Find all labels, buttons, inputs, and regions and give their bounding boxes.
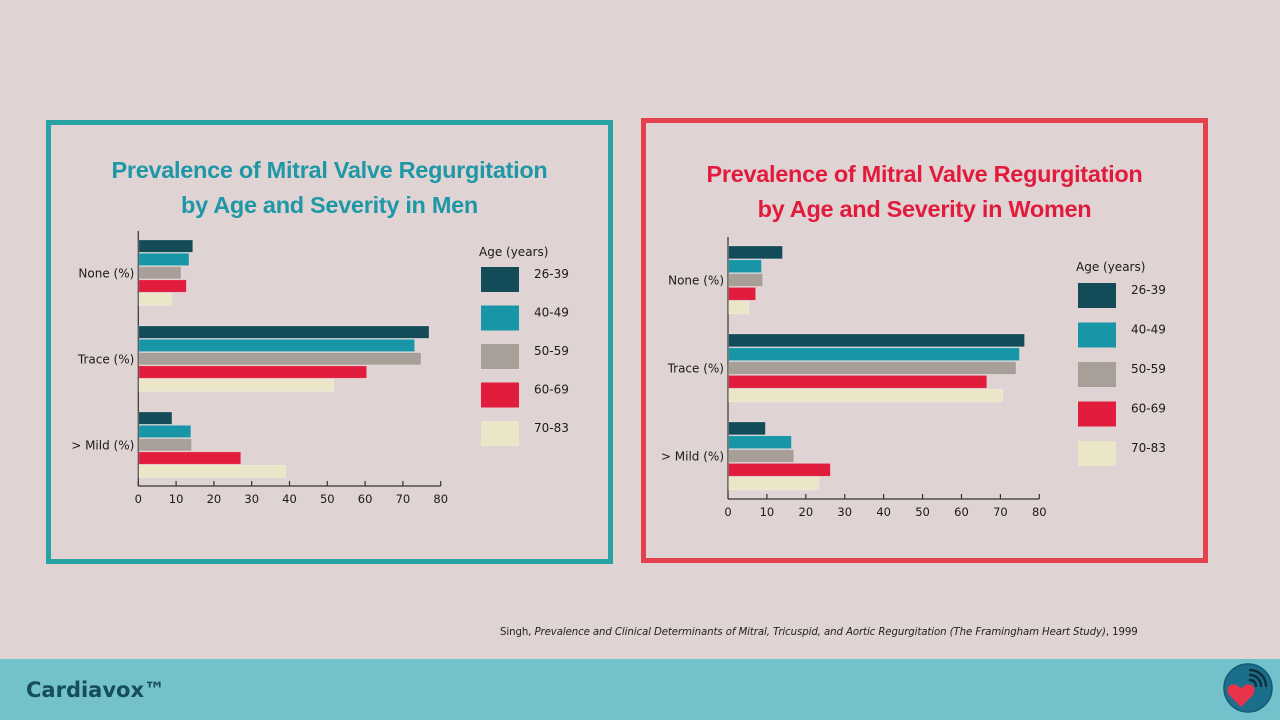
women-legend-label-40-49: 40-49	[1131, 323, 1166, 337]
women-x-tick-label: 60	[954, 505, 969, 519]
women-bar-mild-26-39	[728, 421, 766, 436]
men-x-tick-label: 40	[282, 492, 297, 506]
women-title-line-1: Prevalence of Mitral Valve Regurgitation	[706, 161, 1143, 187]
men-bar-trace-40-49	[138, 339, 415, 352]
women-bar-trace-70-83	[728, 388, 1004, 403]
footer-bar: Cardiavox™	[0, 659, 1280, 720]
women-bar-none-40-49	[728, 259, 762, 273]
men-bar-mild-40-49	[138, 424, 192, 438]
women-bar-mild-60-69	[728, 463, 831, 477]
men-category-label: Trace (%)	[77, 352, 134, 366]
citation-year: , 1999	[1105, 627, 1138, 638]
men-title-line-1: Prevalence of Mitral Valve Regurgitation	[111, 157, 548, 183]
women-x-tick-label: 20	[799, 505, 814, 519]
heart-signal-icon	[1223, 663, 1273, 713]
women-legend-title: Age (years)	[1076, 260, 1145, 274]
brand-name: Cardiavox™	[26, 678, 166, 702]
women-legend-swatch-50-59	[1078, 362, 1116, 387]
women-x-tick-label: 50	[915, 505, 930, 519]
women-legend-swatch-60-69	[1078, 401, 1116, 427]
men-title-line-2: by Age and Severity in Men	[181, 192, 478, 218]
men-chart-panel: Prevalence of Mitral Valve Regurgitation…	[46, 120, 613, 564]
women-bar-none-50-59	[728, 273, 763, 287]
men-x-tick-label: 70	[396, 492, 411, 506]
men-bar-chart: 0 10 20 30 40 50 60 70 80 None (%) Trace (%) > Mild…	[71, 231, 569, 506]
women-legend-label-26-39: 26-39	[1131, 283, 1166, 297]
men-chart-title: Prevalence of Mitral Valve Regurgitation…	[51, 153, 608, 223]
citation-title: Prevalence and Clinical Determinants of …	[534, 627, 1106, 638]
women-bar-mild-40-49	[728, 435, 792, 449]
women-bar-trace-26-39	[728, 333, 1025, 348]
men-category-label: None (%)	[78, 266, 134, 280]
women-bar-mild-50-59	[728, 449, 795, 463]
men-bar-none-70-83	[138, 292, 172, 306]
women-bar-none-70-83	[728, 300, 750, 315]
women-chart-title: Prevalence of Mitral Valve Regurgitation…	[646, 157, 1203, 227]
men-bar-none-40-49	[138, 253, 190, 266]
men-x-tick-label: 30	[244, 492, 259, 506]
men-category-label: > Mild (%)	[71, 438, 134, 452]
women-chart-panel: Prevalence of Mitral Valve Regurgitation…	[641, 118, 1208, 563]
women-category-label: None (%)	[668, 274, 724, 288]
men-bar-none-26-39	[138, 239, 194, 253]
men-x-tick-label: 0	[135, 492, 142, 506]
women-legend-swatch-26-39	[1078, 283, 1116, 308]
men-legend-label-70-83: 70-83	[534, 421, 569, 435]
men-bar-mild-60-69	[138, 451, 242, 465]
women-category-label: > Mild (%)	[661, 450, 724, 464]
women-x-tick-label: 30	[837, 505, 852, 519]
women-bar-trace-50-59	[728, 361, 1017, 375]
women-x-tick-label: 70	[993, 505, 1008, 519]
men-legend-swatch-50-59	[481, 344, 519, 369]
women-x-tick-label: 0	[724, 505, 731, 519]
women-title-line-2: by Age and Severity in Women	[757, 196, 1092, 222]
women-legend-swatch-70-83	[1078, 441, 1116, 466]
women-bar-none-60-69	[728, 287, 756, 301]
women-bar-mild-70-83	[728, 476, 820, 491]
men-legend-label-26-39: 26-39	[534, 267, 569, 281]
men-bar-trace-60-69	[138, 365, 367, 379]
men-bar-mild-50-59	[138, 438, 192, 452]
women-category-label: Trace (%)	[667, 362, 724, 376]
women-bar-trace-40-49	[728, 347, 1020, 361]
men-x-tick-label: 80	[433, 492, 448, 506]
men-x-tick-label: 50	[320, 492, 335, 506]
men-bar-trace-70-83	[138, 378, 335, 392]
men-legend-label-50-59: 50-59	[534, 344, 569, 358]
women-legend-label-70-83: 70-83	[1131, 441, 1166, 455]
men-bar-mild-26-39	[138, 411, 173, 425]
men-legend-title: Age (years)	[479, 245, 548, 259]
women-x-tick-label: 10	[760, 505, 775, 519]
men-legend-swatch-26-39	[481, 267, 519, 292]
women-legend-swatch-40-49	[1078, 322, 1116, 348]
men-x-tick-label: 20	[207, 492, 222, 506]
women-legend-label-50-59: 50-59	[1131, 362, 1166, 376]
women-bar-none-26-39	[728, 245, 783, 260]
men-legend-swatch-60-69	[481, 382, 519, 408]
citation-author: Singh,	[500, 627, 535, 638]
men-legend-swatch-40-49	[481, 305, 519, 331]
women-legend-label-60-69: 60-69	[1131, 402, 1166, 416]
men-legend-label-40-49: 40-49	[534, 306, 569, 320]
women-bar-chart: 0 10 20 30 40 50 60 70 80 None (%) Trace (%) > Mild…	[661, 237, 1166, 519]
men-x-tick-label: 10	[169, 492, 184, 506]
men-bar-none-50-59	[138, 266, 182, 280]
men-legend-label-60-69: 60-69	[534, 383, 569, 397]
men-legend-swatch-70-83	[481, 421, 519, 446]
men-bar-trace-50-59	[138, 352, 422, 366]
women-x-tick-label: 80	[1032, 505, 1047, 519]
women-bar-trace-60-69	[728, 375, 988, 389]
men-bar-mild-70-83	[138, 464, 287, 478]
citation: Singh, Prevalence and Clinical Determina…	[500, 627, 1138, 638]
women-x-tick-label: 40	[876, 505, 891, 519]
men-bar-trace-26-39	[138, 325, 430, 339]
men-bar-none-60-69	[138, 279, 187, 293]
men-x-tick-label: 60	[358, 492, 373, 506]
